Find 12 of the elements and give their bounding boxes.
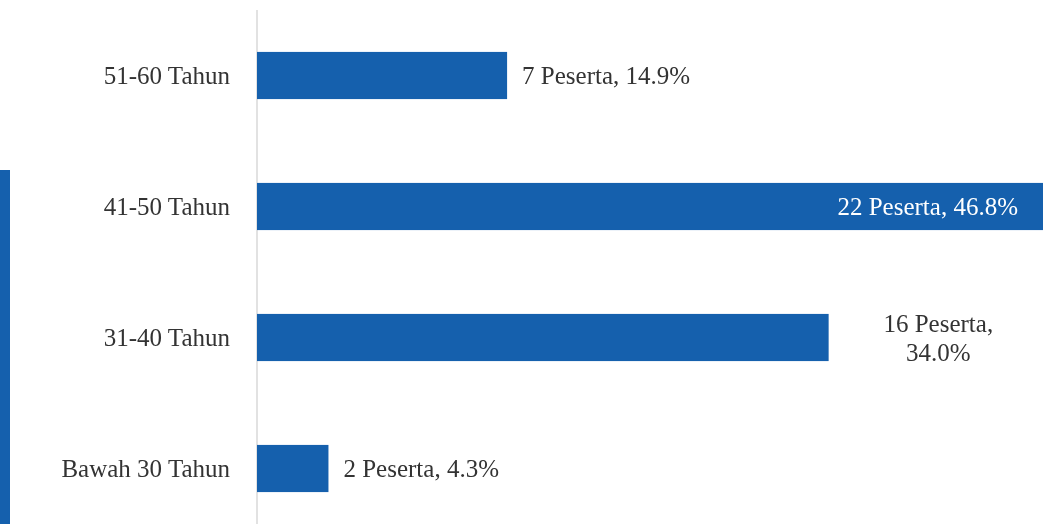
bar bbox=[257, 51, 508, 100]
data-label: 16 Peserta, 34.0% bbox=[883, 309, 994, 366]
data-label: 22 Peserta, 46.8% bbox=[837, 193, 1018, 221]
y-tick-label: 51-60 Tahun bbox=[103, 62, 231, 90]
data-label: 2 Peserta, 4.3% bbox=[343, 455, 499, 483]
bar bbox=[257, 313, 829, 362]
bar bbox=[257, 182, 1043, 231]
y-tick-label: 41-50 Tahun bbox=[103, 193, 231, 221]
bar bbox=[257, 444, 329, 493]
data-label: 7 Peserta, 14.9% bbox=[522, 62, 691, 90]
y-tick-label: Bawah 30 Tahun bbox=[61, 455, 231, 483]
y-tick-label: 31-40 Tahun bbox=[103, 324, 231, 352]
